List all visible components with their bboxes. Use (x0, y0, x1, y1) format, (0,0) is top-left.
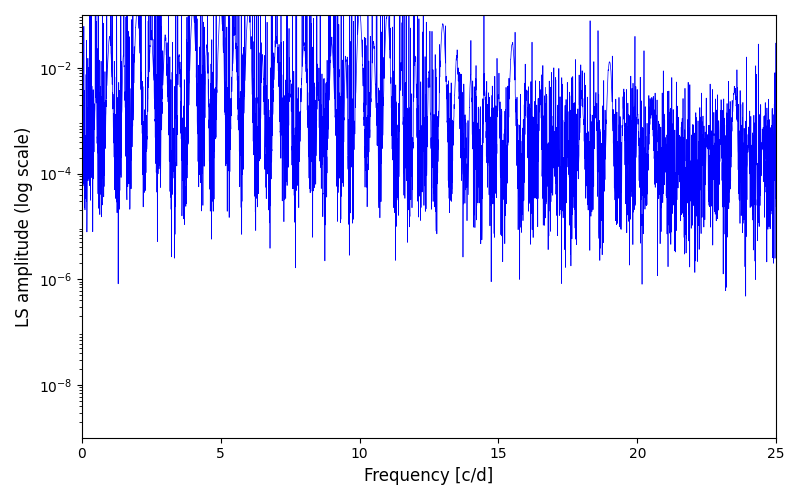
X-axis label: Frequency [c/d]: Frequency [c/d] (364, 467, 494, 485)
Y-axis label: LS amplitude (log scale): LS amplitude (log scale) (15, 126, 33, 326)
